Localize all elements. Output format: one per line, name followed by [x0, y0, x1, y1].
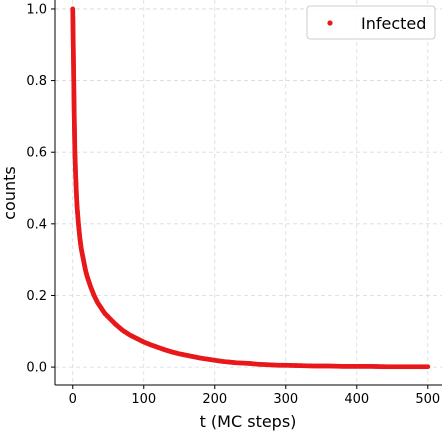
y-axis-label: counts	[0, 166, 19, 219]
x-tick-label: 400	[344, 392, 369, 407]
y-tick-label: 0.4	[26, 217, 47, 232]
y-tick-label: 1.0	[26, 2, 47, 17]
legend: Infected	[306, 5, 436, 40]
grid	[55, 0, 442, 385]
y-tick-label: 0.0	[26, 361, 47, 376]
data-point	[425, 364, 431, 370]
legend-marker-infected	[327, 20, 333, 26]
x-axis-label: t (MC steps)	[200, 412, 297, 431]
x-ticks: 0 100 200 300 400 500	[69, 385, 440, 407]
x-tick-label: 500	[415, 392, 440, 407]
x-tick-label: 100	[131, 392, 156, 407]
y-tick-label: 0.6	[26, 146, 47, 161]
legend-label-infected: Infected	[361, 14, 426, 33]
y-tick-label: 0.8	[26, 74, 47, 89]
y-tick-label: 0.2	[26, 289, 47, 304]
data-points	[70, 6, 431, 370]
x-tick-label: 300	[273, 392, 298, 407]
x-tick-label: 0	[69, 392, 77, 407]
x-tick-label: 200	[202, 392, 227, 407]
y-ticks: 0.0 0.2 0.4 0.6 0.8 1.0	[26, 2, 55, 376]
legend-box	[306, 5, 436, 40]
